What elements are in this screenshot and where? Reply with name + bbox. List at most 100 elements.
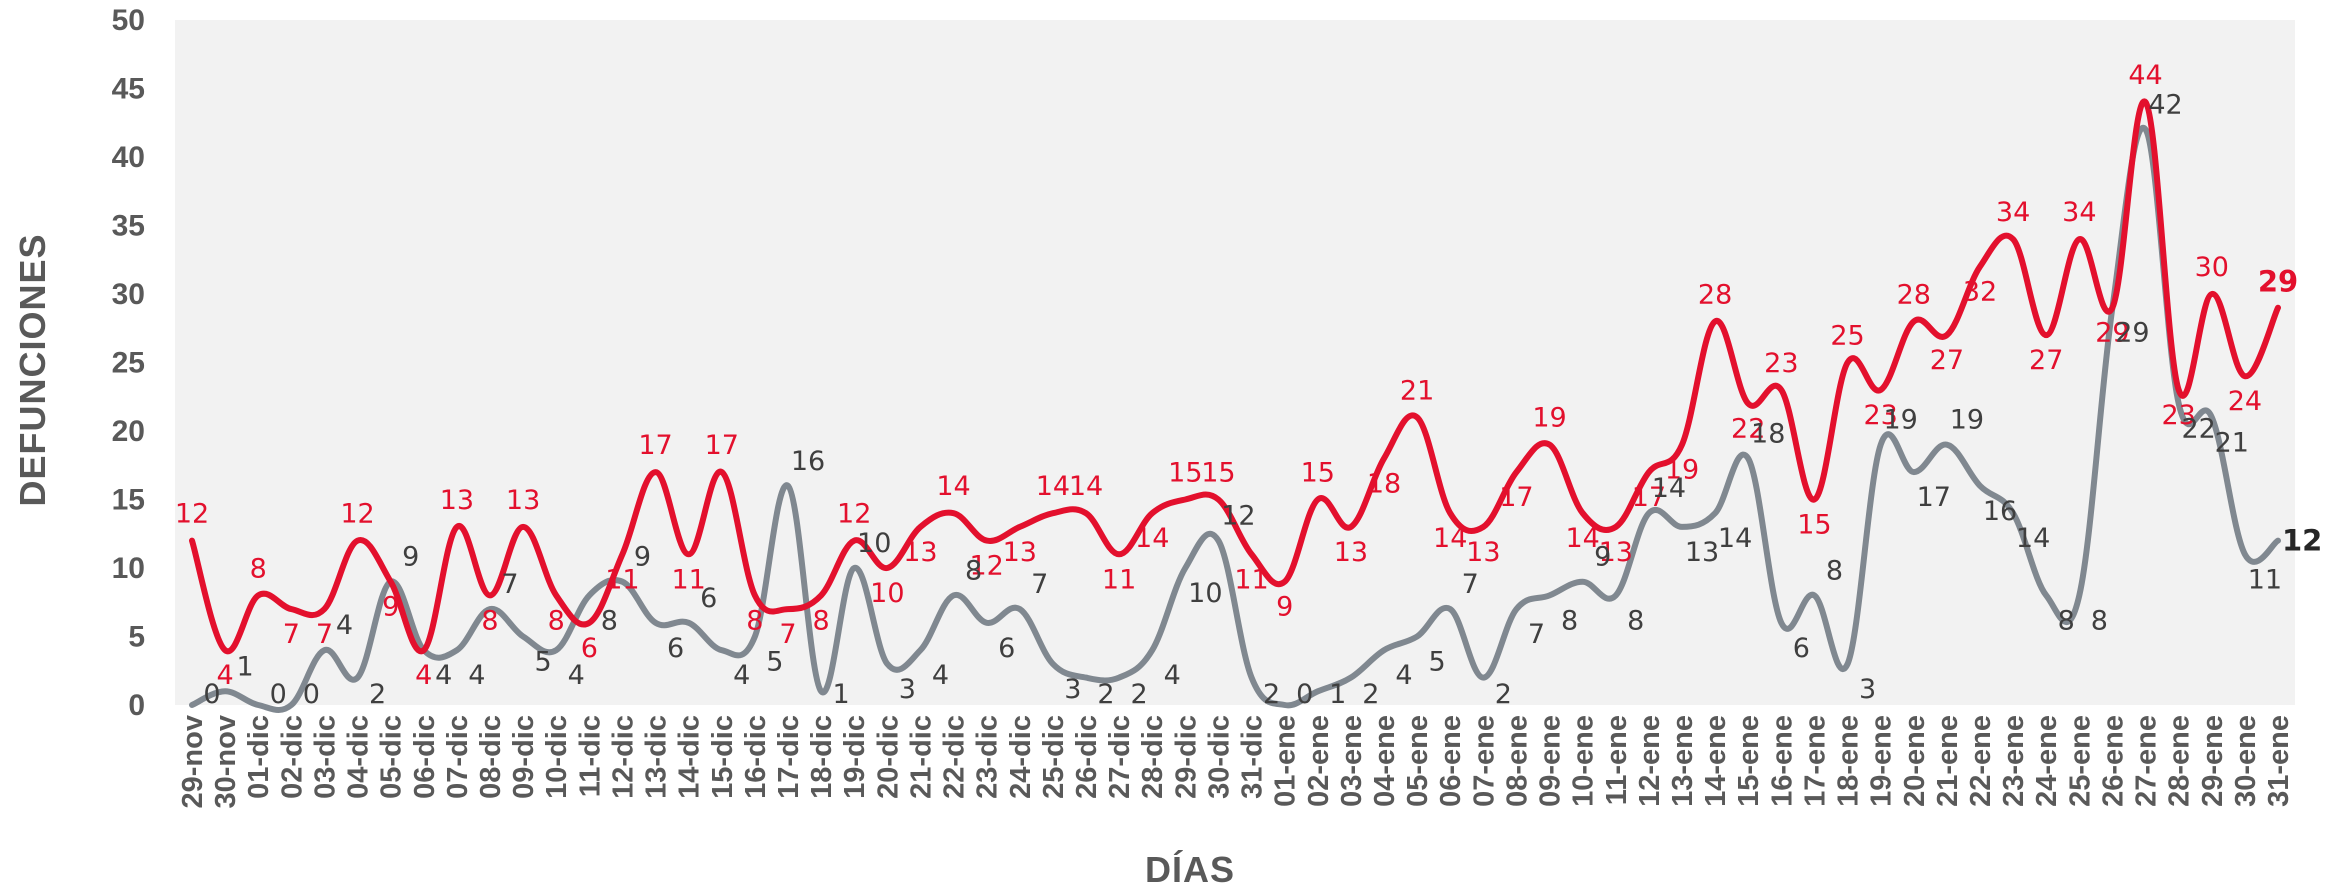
x-tick-label: 23-ene [1998, 715, 2030, 807]
data-label-red: 14 [1036, 471, 1070, 502]
x-tick-label: 12-dic [607, 715, 639, 799]
data-label-red: 4 [415, 660, 432, 691]
data-label-red: 7 [316, 619, 333, 650]
y-tick-label: 30 [112, 278, 145, 311]
data-label-grey: 7 [501, 569, 518, 600]
series-line-grey [189, 124, 2281, 713]
data-label-grey: 0 [303, 679, 320, 710]
x-tick-label: 08-ene [1501, 715, 1533, 807]
data-label-red: 8 [481, 605, 498, 636]
x-tick-label: 15-ene [1733, 715, 1765, 807]
x-tick-label: 03-ene [1336, 715, 1368, 807]
data-label-red: 14 [936, 471, 970, 502]
data-label-grey: 2 [1495, 679, 1512, 710]
data-label-grey: 5 [766, 647, 783, 678]
data-label-grey: 14 [1652, 473, 1686, 504]
data-label-red: 19 [1532, 403, 1566, 434]
x-tick-label: 04-dic [343, 715, 375, 799]
data-label-grey: 6 [998, 633, 1015, 664]
data-label-grey: 1 [1329, 679, 1346, 710]
data-label-red: 12 [340, 499, 374, 530]
x-tick-label: 21-ene [1932, 715, 1964, 807]
data-label-red: 7 [779, 619, 796, 650]
y-tick-label: 10 [112, 552, 145, 585]
data-label-grey: 12 [2282, 524, 2322, 558]
data-label-red: 19 [1665, 455, 1699, 486]
data-label-red: 12 [175, 499, 209, 530]
data-label-grey: 42 [2148, 90, 2182, 121]
y-tick-label: 35 [112, 210, 145, 243]
x-tick-label: 13-dic [641, 715, 673, 799]
x-tick-label: 01-dic [243, 715, 275, 799]
x-tick-label: 30-dic [1203, 715, 1235, 799]
data-label-red: 12 [837, 499, 871, 530]
data-label-grey: 19 [1950, 405, 1984, 436]
data-label-red: 8 [250, 553, 267, 584]
x-tick-label: 27-ene [2131, 715, 2163, 807]
data-label-grey: 22 [2181, 414, 2215, 445]
x-tick-label: 14-ene [1700, 715, 1732, 807]
data-label-grey: 14 [1718, 523, 1752, 554]
x-axis-ticks: 29-nov 30-nov 01-dic 02-dic 03-dic 04-dic 05-d… [177, 715, 2295, 808]
x-tick-label: 31-dic [1237, 715, 1269, 799]
data-label-grey: 5 [535, 647, 552, 678]
x-tick-label: 27-dic [1104, 715, 1136, 799]
x-tick-label: 23-dic [972, 715, 1004, 799]
data-label-grey: 4 [1395, 660, 1412, 691]
x-tick-label: 15-dic [707, 715, 739, 799]
data-label-red: 27 [2029, 345, 2063, 376]
data-label-grey: 17 [1917, 482, 1951, 513]
data-label-grey: 2 [1097, 679, 1114, 710]
data-label-red: 23 [2161, 400, 2195, 431]
data-label-grey: 21 [2215, 427, 2249, 458]
x-tick-label: 28-ene [2164, 715, 2196, 807]
data-label-red: 23 [1764, 348, 1798, 379]
x-tick-label: 06-ene [1435, 715, 1467, 807]
x-tick-label: 22-dic [939, 715, 971, 799]
x-tick-label: 13-ene [1667, 715, 1699, 807]
x-tick-label: 18-dic [806, 715, 838, 799]
x-tick-label: 10-dic [541, 715, 573, 799]
x-tick-label: 11-dic [574, 715, 606, 797]
data-label-grey: 3 [899, 674, 916, 705]
data-label-grey: 10 [1188, 578, 1222, 609]
data-label-grey: 19 [1883, 405, 1917, 436]
data-label-red: 18 [1367, 468, 1401, 499]
series-line-red [189, 98, 2281, 655]
data-label-grey: 8 [965, 555, 982, 586]
data-label-red: 29 [2095, 318, 2129, 349]
data-label-red: 13 [903, 537, 937, 568]
x-tick-label: 09-dic [508, 715, 540, 799]
series-lines [189, 98, 2281, 713]
data-label-red: 15 [1301, 458, 1335, 489]
data-label-red: 14 [1565, 523, 1599, 554]
x-axis-title: DÍAS [1145, 849, 1235, 884]
data-label-red: 17 [638, 430, 672, 461]
data-label-red: 15 [1168, 458, 1202, 489]
x-tick-label: 25-ene [2064, 715, 2096, 807]
data-label-grey: 8 [2091, 605, 2108, 636]
data-label-red: 14 [1069, 471, 1103, 502]
data-label-grey: 9 [402, 542, 419, 573]
x-tick-label: 02-ene [1303, 715, 1335, 807]
data-label-grey: 2 [1131, 679, 1148, 710]
data-label-grey: 29 [2115, 318, 2149, 349]
data-label-red: 17 [1632, 482, 1666, 513]
data-label-grey: 3 [1064, 674, 1081, 705]
data-label-red: 44 [2128, 60, 2162, 91]
data-label-red: 8 [548, 605, 565, 636]
data-label-red: 14 [1433, 523, 1467, 554]
data-label-grey: 4 [468, 660, 485, 691]
x-tick-label: 24-ene [2031, 715, 2063, 807]
data-label-red: 28 [1897, 279, 1931, 310]
data-label-grey: 4 [932, 660, 949, 691]
y-axis-title: DEFUNCIONES [12, 233, 53, 506]
data-label-grey: 7 [1528, 619, 1545, 650]
x-tick-label: 01-ene [1270, 715, 1302, 807]
y-tick-label: 25 [112, 347, 145, 380]
data-label-grey: 14 [2016, 523, 2050, 554]
x-tick-label: 29-dic [1170, 715, 1202, 799]
data-label-grey: 2 [369, 679, 386, 710]
data-label-grey: 7 [1462, 569, 1479, 600]
x-tick-label: 16-dic [740, 715, 772, 799]
